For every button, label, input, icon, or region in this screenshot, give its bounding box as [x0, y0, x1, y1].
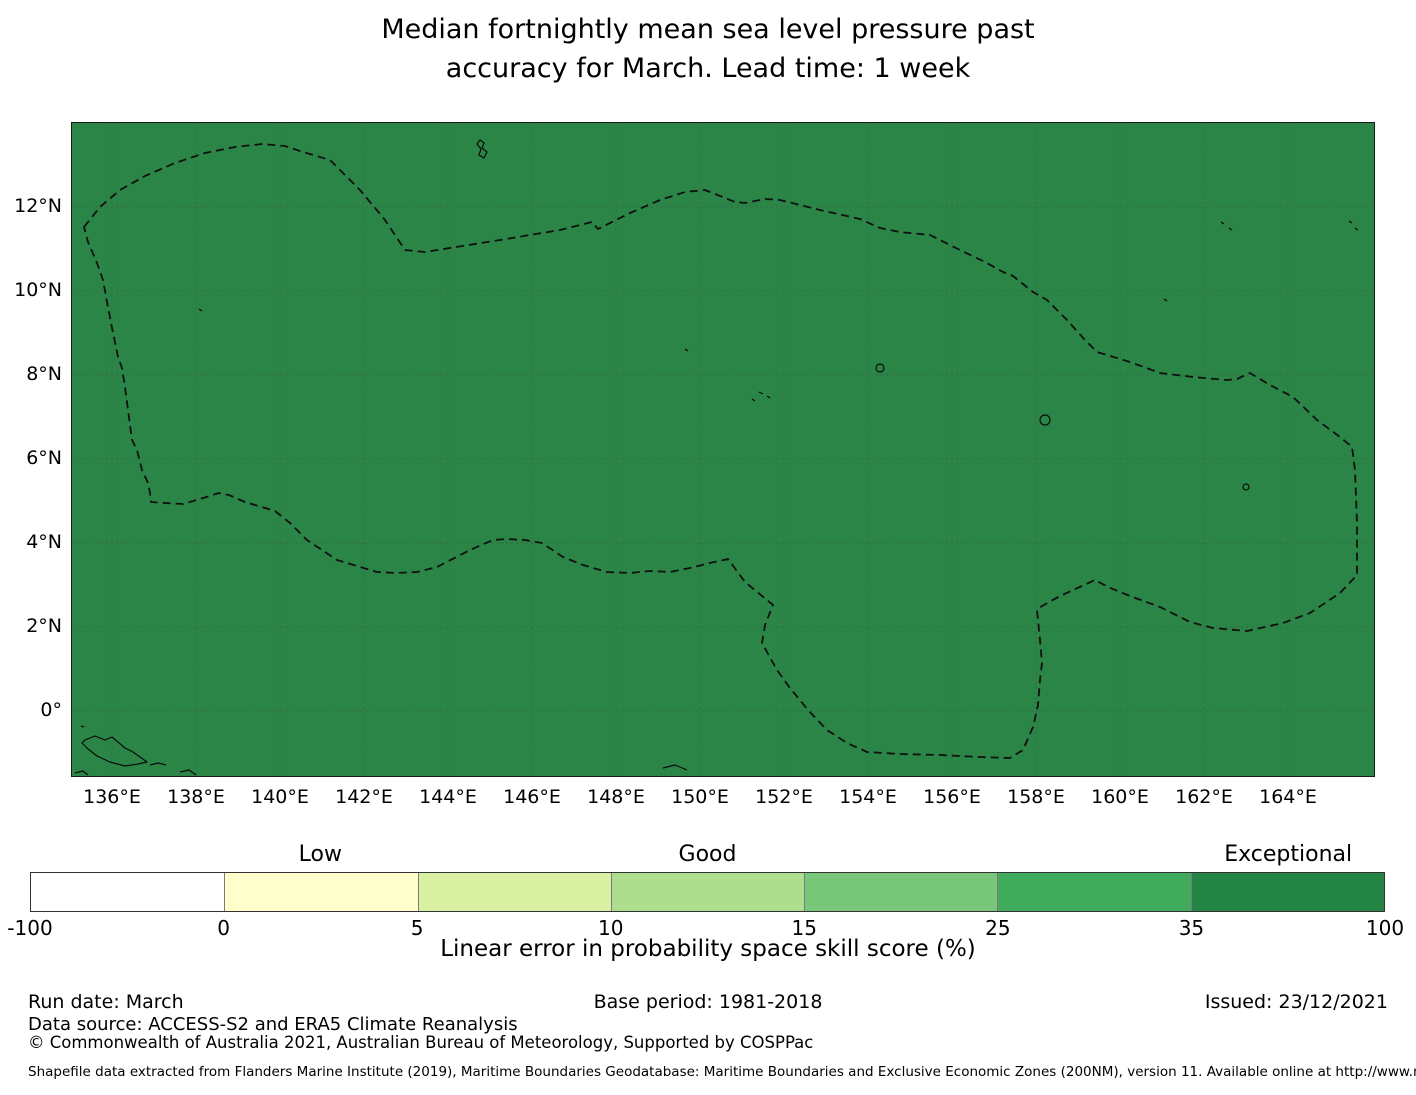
island-outline — [751, 398, 756, 402]
colorbar-segment — [997, 873, 1191, 911]
footer-base-period: Base period: 1981-2018 — [593, 991, 823, 1013]
footer-issued-date: Issued: 23/12/2021 — [1204, 991, 1388, 1013]
colorbar-tick-label: 100 — [1365, 916, 1405, 940]
lon-tick-label: 162°E — [1175, 786, 1233, 808]
footer-copyright: © Commonwealth of Australia 2021, Austra… — [28, 1033, 814, 1052]
lon-tick-label: 140°E — [251, 786, 309, 808]
island-outline — [149, 762, 167, 766]
lon-tick-label: 136°E — [83, 786, 141, 808]
colorbar-tick-label: 35 — [1178, 916, 1205, 940]
colorbar-tick-label: 0 — [217, 916, 230, 940]
island-outline — [662, 764, 688, 771]
island-outline — [81, 735, 148, 767]
island-outline — [80, 725, 85, 728]
lon-tick-label: 164°E — [1259, 786, 1317, 808]
lon-tick-label: 158°E — [1007, 786, 1065, 808]
colorbar-tick-label: -100 — [7, 916, 53, 940]
lat-tick-label: 4°N — [26, 531, 62, 553]
colorbar-tick-label: 5 — [410, 916, 424, 940]
colorbar-segment — [31, 873, 225, 911]
island-outline — [1039, 414, 1051, 426]
lon-tick-label: 144°E — [419, 786, 477, 808]
colorbar-tick-label: 15 — [791, 916, 818, 940]
lat-tick-label: 6°N — [26, 447, 62, 469]
island-outline — [1220, 221, 1225, 225]
colorbar-caption: Linear error in probability space skill … — [440, 936, 976, 962]
lat-tick-label: 10°N — [14, 279, 62, 301]
lat-tick-label: 8°N — [26, 363, 62, 385]
lon-tick-label: 138°E — [167, 786, 225, 808]
colorbar-tick-label: 10 — [597, 916, 624, 940]
figure-title-line2: accuracy for March. Lead time: 1 week — [445, 53, 971, 84]
map-fill — [71, 122, 1375, 777]
lon-tick-label: 156°E — [923, 786, 981, 808]
colorbar — [30, 872, 1385, 912]
footer-shapefile-note: Shapefile data extracted from Flanders M… — [28, 1064, 1416, 1080]
island-outline — [1163, 298, 1168, 302]
island-outline — [1354, 227, 1359, 231]
island-outline — [684, 348, 689, 352]
lon-tick-label: 150°E — [671, 786, 729, 808]
lon-tick-label: 160°E — [1091, 786, 1149, 808]
figure-title: Median fortnightly mean sea level pressu… — [0, 10, 1416, 88]
colorbar-category-label: Low — [298, 842, 343, 867]
island-outline — [1242, 483, 1250, 491]
lon-tick-label: 148°E — [587, 786, 645, 808]
colorbar-segment — [1190, 873, 1384, 911]
colorbar-segment — [804, 873, 998, 911]
island-outline — [198, 308, 203, 312]
island-outline — [766, 395, 771, 399]
map-canvas — [71, 122, 1375, 777]
island-outline — [74, 770, 89, 776]
footer-data-source: Data source: ACCESS-S2 and ERA5 Climate … — [28, 1014, 518, 1035]
footer-run-date: Run date: March — [28, 991, 184, 1013]
lat-tick-label: 12°N — [14, 195, 62, 217]
colorbar-segment — [417, 873, 611, 911]
map-frame — [71, 122, 1375, 777]
colorbar-tick-label: 25 — [985, 916, 1011, 940]
map-plot-area — [71, 122, 1375, 777]
eez-boundary-dashed — [83, 143, 1358, 759]
lon-tick-label: 142°E — [335, 786, 393, 808]
colorbar-segment — [610, 873, 805, 911]
island-outline — [875, 363, 885, 373]
colorbar-segment — [224, 873, 418, 911]
island-outline — [179, 769, 197, 776]
island-outline — [476, 139, 488, 159]
lat-tick-label: 0° — [40, 699, 62, 721]
island-outline — [1228, 227, 1233, 231]
lon-tick-label: 154°E — [839, 786, 897, 808]
lon-tick-label: 152°E — [755, 786, 813, 808]
figure-title-line1: Median fortnightly mean sea level pressu… — [381, 14, 1035, 45]
colorbar-category-label: Good — [678, 842, 737, 867]
lat-tick-label: 2°N — [26, 615, 62, 637]
island-outline — [758, 391, 764, 395]
island-outline — [1348, 220, 1353, 224]
lon-tick-label: 146°E — [503, 786, 561, 808]
colorbar-category-label: Exceptional — [1224, 842, 1353, 867]
